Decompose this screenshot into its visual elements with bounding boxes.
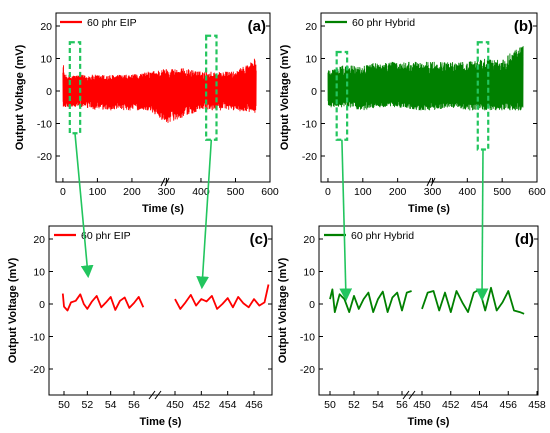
y-tick-label: -20 — [37, 151, 52, 163]
x-tick-label: 200 — [123, 186, 141, 198]
axis-break-mark — [408, 390, 416, 400]
y-tick-label: 10 — [40, 54, 52, 66]
y-axis-title: Output Voltage (mV) — [277, 257, 289, 363]
x-tick-label: 54 — [372, 399, 384, 411]
axis-break-mark — [160, 177, 166, 187]
panel-label: (d) — [515, 231, 534, 248]
highlight-box — [205, 34, 218, 141]
x-tick-label: 456 — [499, 399, 517, 411]
series-line — [61, 293, 145, 312]
panel-label: (c) — [250, 231, 268, 248]
axis-break-mark — [154, 390, 162, 400]
series-line — [62, 58, 257, 123]
panel-label: (b) — [514, 18, 533, 35]
y-axis-title: Output Voltage (mV) — [279, 44, 291, 150]
x-axis-title: Time (s) — [408, 203, 450, 215]
y-tick-label: -10 — [37, 119, 52, 131]
y-tick-label: 20 — [33, 234, 45, 246]
x-tick-label: 450 — [413, 399, 431, 411]
plot-frame — [318, 225, 539, 396]
x-tick-label: 200 — [389, 186, 407, 198]
legend-label: 60 phr EIP — [87, 17, 137, 29]
x-tick-label: 300 — [424, 186, 442, 198]
y-tick-label: 0 — [46, 86, 52, 98]
y-tick-label: 10 — [303, 267, 315, 279]
panel-a: -20 -10 0 10 20 Output Voltage (mV) Time (s) (a… — [14, 12, 279, 215]
axis-break-mark — [164, 177, 170, 187]
x-axis-title: Time (s) — [408, 416, 450, 428]
y-tick-label: -10 — [300, 332, 315, 344]
y-tick-label: 20 — [305, 21, 317, 33]
x-tick-label: 500 — [493, 186, 511, 198]
x-tick-label: 450 — [166, 399, 184, 411]
series-line — [421, 286, 525, 315]
x-tick-label: 0 — [325, 186, 331, 198]
y-tick-label: -10 — [30, 332, 45, 344]
x-tick-label: 52 — [348, 399, 360, 411]
y-tick-label: 10 — [305, 54, 317, 66]
y-tick-label: 10 — [33, 267, 45, 279]
x-tick-label: 52 — [81, 399, 93, 411]
x-tick-label: 56 — [128, 399, 140, 411]
y-tick-label: 0 — [311, 86, 317, 98]
x-tick-label: 56 — [396, 399, 408, 411]
x-tick-label: 600 — [261, 186, 279, 198]
axis-break-mark — [426, 177, 432, 187]
x-tick-label: 300 — [158, 186, 176, 198]
x-tick-label: 100 — [354, 186, 372, 198]
series-line — [174, 284, 270, 310]
x-tick-label: 500 — [227, 186, 245, 198]
x-tick-label: 50 — [58, 399, 70, 411]
axis-break-mark — [402, 390, 410, 400]
connector-arrow — [475, 149, 489, 302]
legend-label: 60 phr Hybrid — [352, 17, 415, 29]
x-tick-label: 456 — [245, 399, 263, 411]
x-tick-label: 54 — [105, 399, 117, 411]
connector-arrows — [74, 133, 489, 302]
legend-label: 60 phr Hybrid — [351, 230, 414, 242]
connector-arrow — [74, 133, 94, 279]
x-tick-label: 0 — [60, 186, 66, 198]
x-axis-title: Time (s) — [140, 416, 182, 428]
series-line — [327, 46, 524, 111]
x-tick-label: 100 — [89, 186, 107, 198]
x-tick-label: 452 — [193, 399, 211, 411]
y-tick-label: -10 — [302, 119, 317, 131]
x-tick-label: 454 — [219, 399, 237, 411]
y-tick-label: -20 — [302, 151, 317, 163]
panel-label: (a) — [248, 18, 266, 35]
connector-arrow — [339, 139, 353, 302]
x-tick-label: 50 — [324, 399, 336, 411]
panel-b: -20 -10 0 10 20 Output Voltage (mV) Time (s) (b… — [279, 12, 546, 215]
y-axis-title: Output Voltage (mV) — [7, 257, 19, 363]
axis-break-mark — [430, 177, 436, 187]
highlight-box — [335, 50, 349, 141]
x-tick-label: 400 — [192, 186, 210, 198]
legend-label: 60 phr EIP — [81, 230, 131, 242]
x-tick-label: 400 — [459, 186, 477, 198]
x-axis-title: Time (s) — [142, 203, 184, 215]
x-tick-label: 454 — [471, 399, 489, 411]
y-tick-label: -20 — [300, 364, 315, 376]
connector-arrow — [196, 139, 213, 290]
series-line — [329, 288, 412, 313]
panel-d: -20 -10 0 10 20 Output Voltage (mV) Time (s) (d… — [277, 225, 546, 428]
y-tick-label: 0 — [309, 299, 315, 311]
axis-break-mark — [148, 390, 156, 400]
plot-frame — [48, 225, 273, 396]
y-axis-title: Output Voltage (mV) — [14, 44, 26, 150]
y-tick-label: 0 — [39, 299, 45, 311]
y-tick-label: 20 — [40, 21, 52, 33]
x-tick-label: 458 — [528, 399, 546, 411]
x-tick-label: 600 — [528, 186, 546, 198]
x-tick-label: 452 — [442, 399, 460, 411]
y-tick-label: -20 — [30, 364, 45, 376]
y-tick-label: 20 — [303, 234, 315, 246]
panel-c: -20 -10 0 10 20 Output Voltage (mV) Time (s) (c… — [7, 225, 273, 428]
